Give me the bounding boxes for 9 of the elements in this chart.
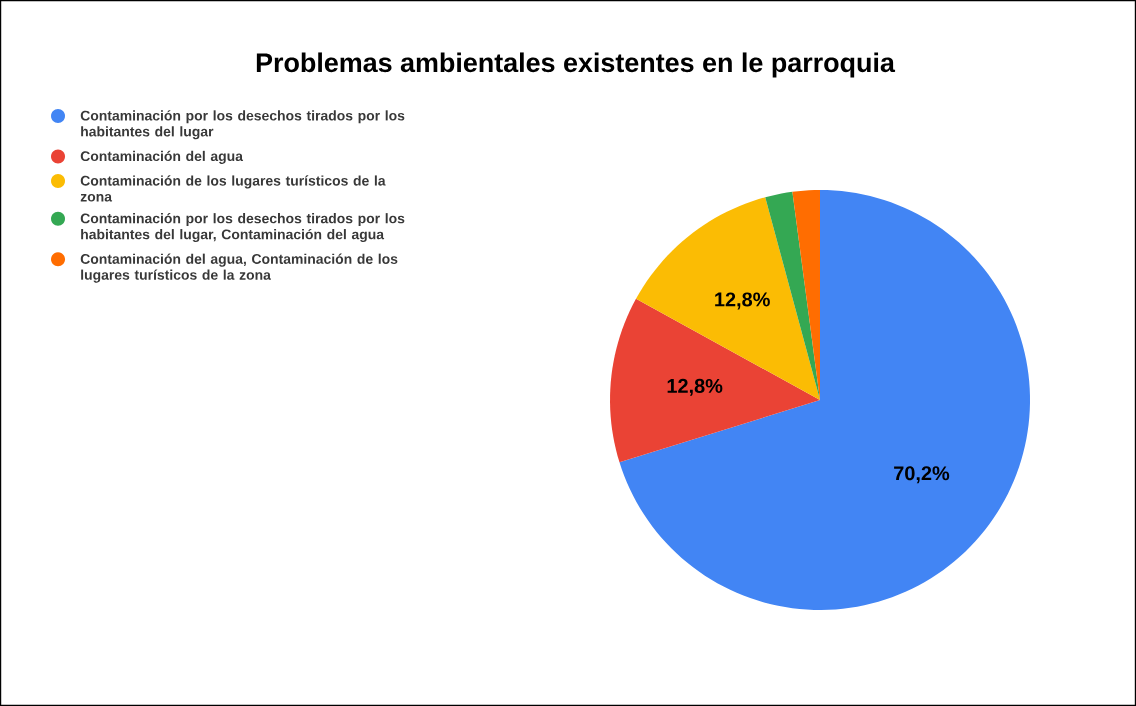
- legend-label: Contaminación del agua: [80, 150, 244, 164]
- legend-label: Contaminación de los lugares turísticos de la zona: [80, 175, 386, 202]
- data-label: 12,8%: [667, 378, 723, 396]
- legend-label: Contaminación del agua, Contaminación de los lugares turísticos de la zona: [80, 253, 398, 283]
- legend-label: Contaminación por los desechos tirados por los habitantes del lugar: [80, 110, 405, 140]
- chart-title: Problemas ambientales existentes en le parroquia: [256, 52, 896, 78]
- data-label: 70,2%: [894, 466, 950, 484]
- data-label: 12,8%: [715, 292, 770, 310]
- legend-label: Contaminación por los desechos tirados por los habitantes del lugar, Contaminación del agua: [80, 212, 405, 243]
